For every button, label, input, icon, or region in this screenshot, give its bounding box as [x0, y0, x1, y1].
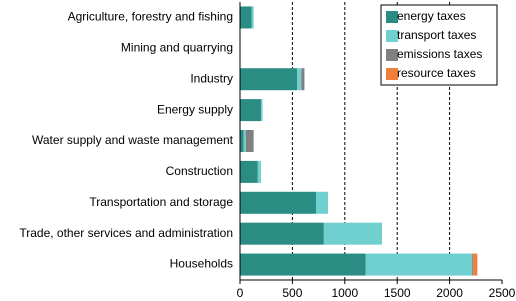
x-tick-label: 2000: [436, 286, 463, 300]
bar-segment: [301, 68, 305, 91]
bar-segment: [251, 6, 254, 29]
y-tick-label: Water supply and waste management: [32, 133, 234, 147]
bar-segment: [243, 130, 246, 152]
x-tick-label: 500: [282, 286, 302, 300]
y-tick-label: Energy supply: [157, 102, 233, 116]
y-tick-label: Mining and quarrying: [121, 41, 233, 55]
bar-segment: [315, 191, 329, 214]
y-tick-label: Households: [170, 257, 233, 271]
bar-segment: [297, 68, 302, 91]
y-tick-label: Industry: [190, 71, 233, 85]
legend-label: emissions taxes: [397, 47, 482, 61]
legend-box: [380, 4, 498, 86]
bar-segment: [472, 253, 474, 276]
bar-segment: [245, 130, 254, 152]
y-tick-label: Transportation and storage: [89, 195, 233, 209]
bar-segment: [240, 99, 261, 122]
legend-swatch: [386, 49, 398, 61]
bar-segment: [257, 160, 261, 183]
legend-swatch: [386, 68, 398, 80]
legend-swatch: [386, 30, 398, 42]
bar-segment: [240, 222, 324, 245]
x-tick-label: 1000: [331, 286, 358, 300]
bar-segment: [240, 6, 252, 29]
bar-segment: [323, 222, 383, 245]
x-tick-label: 0: [237, 286, 244, 300]
legend-label: resource taxes: [397, 66, 476, 80]
bar-segment: [240, 130, 244, 152]
bar-segment: [473, 253, 478, 276]
y-tick-label: Trade, other services and administration: [19, 226, 233, 240]
bar-segment: [260, 99, 263, 122]
legend-swatch: [386, 11, 398, 23]
legend-label: energy taxes: [397, 9, 466, 23]
y-tick-label: Agriculture, forestry and fishing: [68, 10, 233, 24]
x-tick-label: 2500: [489, 286, 516, 300]
bar-segment: [240, 191, 316, 214]
bar-segment: [240, 68, 298, 91]
y-tick-label: Construction: [166, 164, 233, 178]
bar-segment: [240, 253, 366, 276]
bar-segment: [365, 253, 473, 276]
x-tick-label: 1500: [384, 286, 411, 300]
legend-label: transport taxes: [397, 28, 476, 42]
bar-segment: [240, 160, 258, 183]
